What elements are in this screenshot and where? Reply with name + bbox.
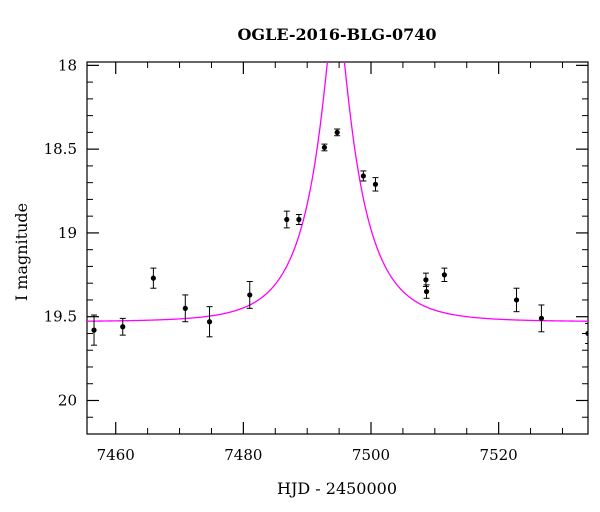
data-point (246, 281, 253, 309)
data-marker (206, 319, 213, 325)
y-tick-label: 19.5 (44, 308, 77, 326)
data-point (182, 294, 189, 323)
x-tick-label: 7500 (352, 446, 390, 464)
data-marker (284, 216, 290, 223)
data-point (585, 322, 588, 345)
chart-title: OGLE-2016-BLG-0740 (237, 25, 436, 44)
model-curve-line (87, 62, 588, 322)
data-marker (321, 144, 328, 151)
data-point (119, 317, 126, 336)
x-tick-label: 7520 (480, 446, 518, 464)
model-curve-layer (87, 62, 588, 322)
data-point (422, 272, 429, 288)
data-marker (513, 297, 520, 303)
y-axis-title: I magnitude (12, 203, 31, 301)
x-tick-label: 7480 (224, 446, 262, 464)
plot-frame (86, 61, 589, 435)
y-tick-label: 19 (58, 224, 77, 242)
data-point (283, 210, 290, 229)
x-axis-title: HJD - 2450000 (277, 479, 397, 498)
data-marker (150, 275, 156, 281)
data-point (150, 267, 157, 289)
y-tick-label: 18.5 (44, 140, 77, 158)
data-point (295, 213, 302, 226)
data-marker (585, 330, 588, 337)
x-tick-label: 7460 (97, 446, 135, 464)
data-marker (423, 277, 429, 283)
plot-axes: 7460 7480 7500 7520 18 18.5 19 19.5 20 (44, 56, 589, 464)
data-point (372, 177, 379, 192)
data-point (91, 314, 98, 346)
data-point (513, 287, 520, 313)
data-point (538, 304, 545, 333)
data-marker (372, 181, 379, 187)
data-marker (334, 129, 340, 135)
data-marker (247, 292, 253, 298)
data-marker (296, 216, 302, 223)
data-marker (91, 327, 97, 333)
data-point (334, 128, 341, 137)
data-point (423, 284, 430, 299)
data-point (206, 306, 213, 338)
y-tick-label: 20 (58, 391, 77, 409)
y-tick-label: 18 (58, 56, 77, 74)
data-marker (182, 305, 188, 311)
data-marker (441, 272, 448, 278)
data-marker (423, 288, 430, 295)
data-marker (538, 315, 545, 321)
data-marker (120, 324, 126, 330)
data-marker (360, 173, 366, 179)
data-point (360, 170, 367, 182)
data-point (441, 267, 448, 283)
data-points-layer (91, 128, 588, 346)
data-point (321, 143, 328, 152)
